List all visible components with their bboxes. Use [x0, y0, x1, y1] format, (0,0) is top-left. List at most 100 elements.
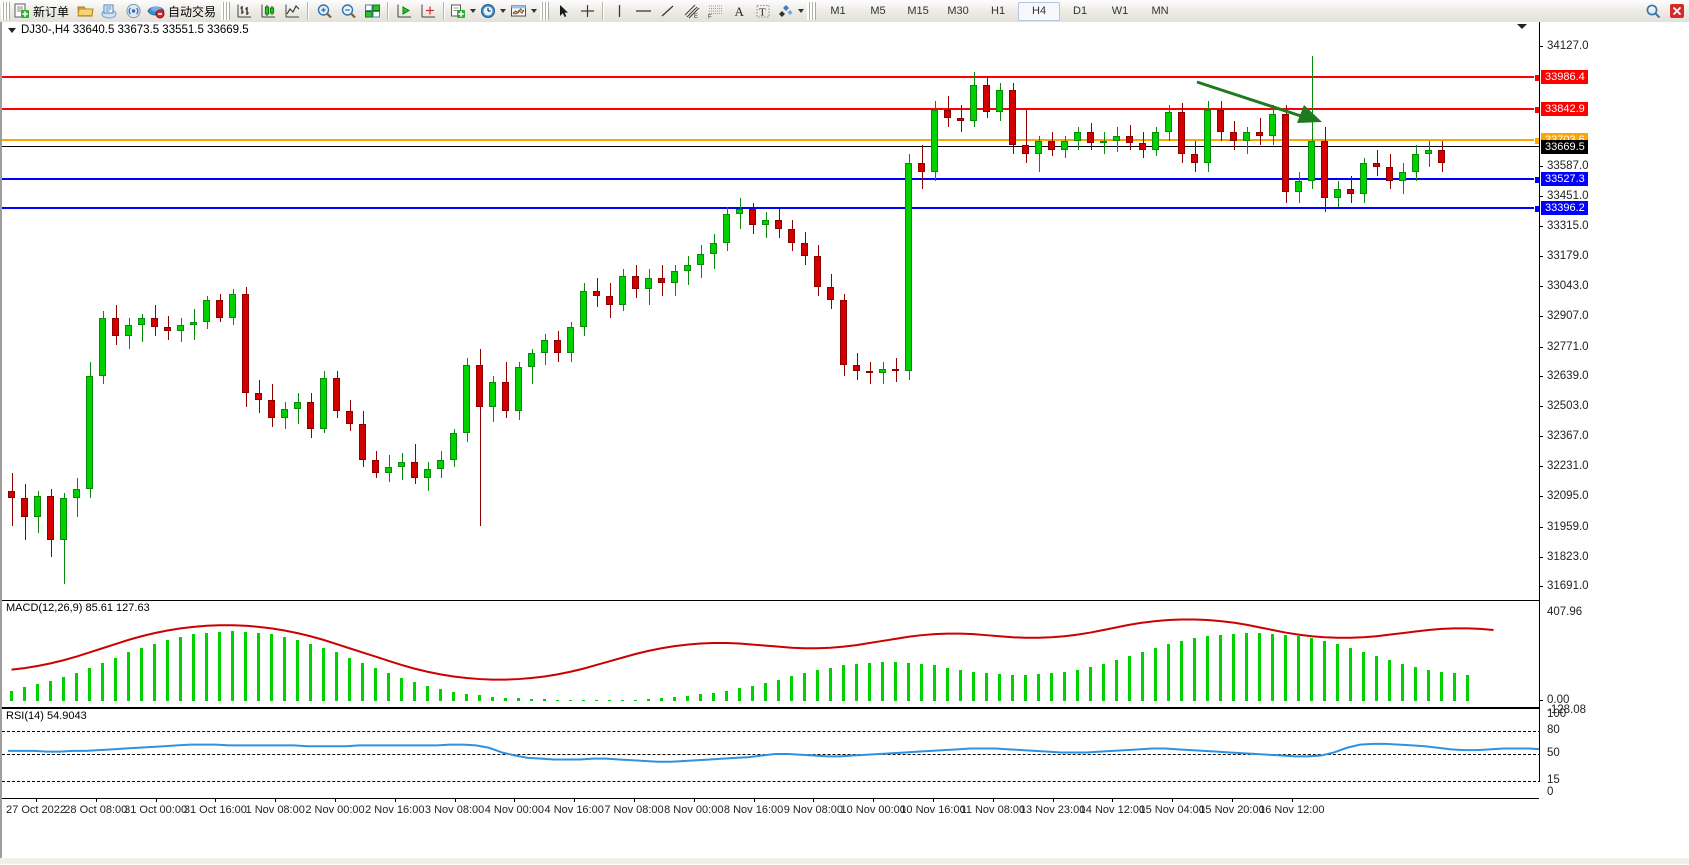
- price-tag[interactable]: 33669.5: [1541, 140, 1588, 155]
- price-tick: [1539, 226, 1543, 227]
- line-chart-button[interactable]: [280, 1, 304, 21]
- toolbar-grip[interactable]: [1, 2, 10, 20]
- collapse-arrow-icon[interactable]: [1517, 24, 1527, 29]
- crosshair-button[interactable]: [575, 1, 599, 21]
- templates-button[interactable]: [508, 1, 539, 21]
- candle-body: [294, 402, 301, 409]
- autotrade-button[interactable]: 自动交易: [145, 1, 220, 21]
- macd-histogram-bar: [1154, 647, 1157, 701]
- macd-histogram-bar: [192, 634, 195, 701]
- macd-histogram-bar: [738, 688, 741, 701]
- level-line-bid-line[interactable]: [2, 138, 1541, 141]
- rsi-level-50: 50: [1547, 747, 1560, 759]
- timeframe-m30[interactable]: M30: [947, 5, 969, 17]
- timeframe-h4[interactable]: H4: [1018, 1, 1061, 21]
- horizontal-line-button[interactable]: [631, 1, 655, 21]
- candle-body: [1100, 140, 1107, 143]
- down-trend-arrow[interactable]: [1192, 77, 1332, 132]
- toolbar-grip-3[interactable]: [540, 2, 550, 20]
- search-button[interactable]: [1641, 1, 1665, 21]
- chevron-down-icon[interactable]: [500, 9, 507, 13]
- candle-body: [86, 375, 93, 489]
- timeframe-m1[interactable]: M1: [830, 5, 846, 17]
- auto-scroll-button[interactable]: [392, 1, 416, 21]
- fibonacci-button[interactable]: F: [703, 1, 727, 21]
- rsi-plot[interactable]: RSI(14) 54.9043: [2, 708, 1541, 800]
- chart-title: DJ30-,H4 33640.5 33673.5 33551.5 33669.5: [21, 24, 249, 36]
- candle-body: [671, 271, 678, 283]
- timeframe-mn[interactable]: MN: [1151, 5, 1169, 17]
- level-line-resistance[interactable]: [2, 76, 1541, 79]
- macd-histogram-bar: [218, 631, 221, 701]
- level-line-resistance[interactable]: [2, 107, 1541, 110]
- price-tag[interactable]: 33842.9: [1541, 101, 1588, 116]
- candlestick-button[interactable]: [256, 1, 280, 21]
- chevron-down-icon[interactable]: [470, 9, 477, 13]
- tile-windows-button[interactable]: [360, 1, 384, 21]
- price-tag[interactable]: 33396.2: [1541, 201, 1588, 215]
- macd-histogram-bar: [530, 698, 533, 701]
- chevron-down-icon[interactable]: [531, 9, 538, 13]
- vertical-line-button[interactable]: [607, 1, 631, 21]
- toolbar-grip-4[interactable]: [807, 2, 817, 20]
- candle-wick: [479, 349, 481, 527]
- price-tick: [1539, 165, 1543, 167]
- chevron-down-icon[interactable]: [798, 9, 805, 13]
- macd-histogram-bar: [127, 652, 130, 701]
- timeframe-m5[interactable]: M5: [870, 5, 886, 17]
- shapes-button[interactable]: [775, 1, 806, 21]
- candle-body: [710, 242, 717, 254]
- level-line-support[interactable]: [2, 207, 1541, 209]
- text-label-button[interactable]: A: [727, 1, 751, 21]
- signal-button[interactable]: [121, 1, 145, 21]
- chart-shift-button[interactable]: [416, 1, 440, 21]
- chart-menu-icon[interactable]: [8, 27, 16, 33]
- trendline-button[interactable]: [655, 1, 679, 21]
- main-toolbar: 新订单: [0, 0, 1689, 23]
- folder-button[interactable]: [73, 1, 97, 21]
- candle-body: [411, 462, 418, 478]
- bar-chart-button[interactable]: [232, 1, 256, 21]
- level-handle[interactable]: [1534, 105, 1541, 114]
- candle-body: [359, 424, 366, 460]
- level-handle[interactable]: [1534, 205, 1541, 213]
- level-line-support[interactable]: [2, 177, 1541, 180]
- new-order-button[interactable]: 新订单: [12, 1, 73, 21]
- level-handle[interactable]: [1534, 175, 1541, 184]
- price-tag[interactable]: 33527.3: [1541, 171, 1588, 186]
- macd-histogram-bar: [725, 690, 728, 701]
- equidistant-channel-icon: E: [684, 4, 699, 19]
- toolbar-grip-2[interactable]: [221, 2, 231, 20]
- timeframe-m15[interactable]: M15: [907, 5, 929, 17]
- macd-histogram-bar: [257, 632, 260, 701]
- period-clock-button[interactable]: [478, 1, 508, 21]
- macd-plot[interactable]: MACD(12,26,9) 85.61 127.63: [2, 600, 1541, 708]
- candle-wick: [11, 473, 13, 527]
- macd-histogram-bar: [231, 631, 234, 701]
- level-line-last-price[interactable]: [2, 146, 1541, 148]
- price-axis[interactable]: 34127.033986.433842.933703.633669.533587…: [1539, 22, 1689, 864]
- price-tag[interactable]: 33986.4: [1541, 70, 1588, 85]
- indicators-add-button[interactable]: [448, 1, 478, 21]
- bottom-scrollbar[interactable]: [0, 858, 1689, 864]
- zoom-in-icon: [317, 4, 332, 19]
- terminal-button[interactable]: [97, 1, 121, 21]
- macd-histogram-bar: [309, 643, 312, 701]
- level-handle[interactable]: [1534, 136, 1541, 145]
- time-tick: [873, 799, 875, 802]
- candle-body: [840, 300, 847, 365]
- level-handle[interactable]: [1534, 74, 1541, 83]
- zoom-in-button[interactable]: [312, 1, 336, 21]
- text-box-button[interactable]: T: [751, 1, 775, 21]
- timeframe-d1[interactable]: D1: [1073, 5, 1088, 17]
- zoom-out-button[interactable]: [336, 1, 360, 21]
- timeframe-w1[interactable]: W1: [1111, 5, 1129, 17]
- price-plot[interactable]: [2, 38, 1541, 590]
- macd-histogram-bar: [946, 667, 949, 701]
- close-button[interactable]: [1665, 1, 1689, 21]
- macd-histogram-bar: [803, 673, 806, 701]
- timeframe-h1[interactable]: H1: [991, 5, 1006, 17]
- cursor-arrow-button[interactable]: [551, 1, 575, 21]
- equidistant-channel-button[interactable]: E: [679, 1, 703, 21]
- text-label-icon: A: [734, 4, 744, 19]
